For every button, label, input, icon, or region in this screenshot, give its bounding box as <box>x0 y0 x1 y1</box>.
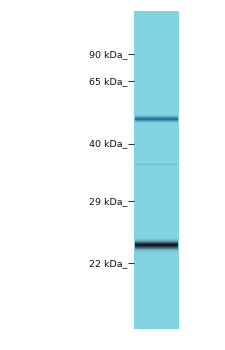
Bar <box>135 115 178 116</box>
Bar <box>135 117 178 118</box>
Bar <box>135 118 178 119</box>
Bar <box>135 120 178 121</box>
Bar <box>135 242 178 243</box>
Bar <box>134 10 179 329</box>
Text: 40 kDa_: 40 kDa_ <box>89 139 127 148</box>
Text: 65 kDa_: 65 kDa_ <box>89 77 127 86</box>
Bar <box>135 121 178 122</box>
Bar <box>135 239 178 240</box>
Bar <box>135 252 178 253</box>
Bar <box>135 236 178 237</box>
Bar <box>135 245 178 246</box>
Bar <box>135 253 178 254</box>
Bar <box>135 250 178 251</box>
Bar <box>135 238 178 239</box>
Text: 90 kDa_: 90 kDa_ <box>89 50 127 59</box>
Bar <box>135 246 178 247</box>
Bar <box>135 119 178 120</box>
Bar <box>135 243 178 244</box>
Bar <box>135 124 178 125</box>
Bar <box>135 113 178 114</box>
Bar <box>135 112 178 113</box>
Bar <box>135 116 178 117</box>
Bar <box>135 114 178 115</box>
Text: 29 kDa_: 29 kDa_ <box>89 197 127 206</box>
Bar <box>135 249 178 250</box>
Bar <box>135 237 178 238</box>
Bar <box>135 125 178 126</box>
Bar <box>135 234 178 235</box>
Bar <box>135 241 178 242</box>
Bar <box>135 240 178 241</box>
Bar <box>135 248 178 249</box>
Bar <box>135 122 178 123</box>
Bar <box>135 247 178 248</box>
Bar <box>135 244 178 245</box>
Bar <box>135 235 178 236</box>
Text: 22 kDa_: 22 kDa_ <box>89 259 127 268</box>
Bar <box>135 254 178 255</box>
Bar <box>135 251 178 252</box>
Bar <box>135 123 178 124</box>
